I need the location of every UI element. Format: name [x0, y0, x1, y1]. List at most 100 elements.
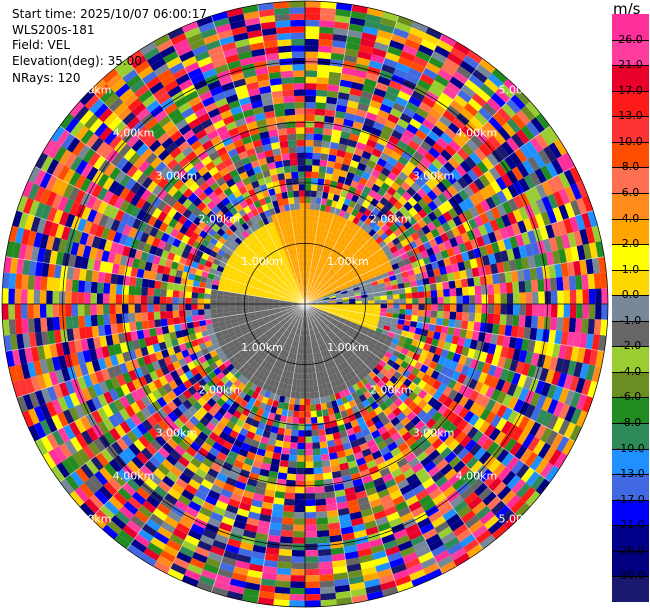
ppi-gate [468, 304, 476, 313]
ppi-gate [356, 253, 364, 261]
ppi-gate [416, 517, 432, 529]
ppi-gate [393, 124, 406, 135]
ppi-gate [364, 20, 381, 30]
ppi-gate [311, 300, 318, 303]
ppi-gate [322, 329, 328, 336]
ppi-gate [367, 532, 382, 542]
ppi-gate [313, 140, 323, 148]
ppi-gate [372, 215, 381, 225]
ppi-gate [312, 454, 322, 462]
ppi-gate [411, 315, 418, 322]
ppi-gate [473, 276, 481, 287]
ppi-gate [372, 224, 381, 233]
ppi-gate [135, 277, 143, 287]
ppi-gate [444, 468, 458, 481]
ppi-gate [379, 252, 387, 260]
ppi-gate [352, 360, 360, 368]
ppi-gate [560, 262, 569, 277]
ppi-gate [483, 121, 498, 135]
ppi-gate [430, 310, 438, 318]
ppi-gate [507, 184, 519, 198]
ppi-gate [353, 375, 361, 384]
ppi-gate [393, 299, 400, 304]
ppi-gate [491, 241, 501, 254]
ppi-gate [384, 421, 394, 432]
ppi-gate [330, 304, 337, 306]
ppi-gate [379, 291, 387, 297]
ppi-gate [319, 26, 334, 34]
ppi-gate [371, 183, 381, 193]
ppi-gate [338, 252, 345, 260]
ppi-gate [463, 209, 474, 221]
ppi-gate [302, 354, 305, 361]
ppi-gate [335, 8, 352, 18]
ppi-gate [338, 404, 346, 413]
ppi-gate [376, 341, 384, 349]
ppi-gate [376, 379, 386, 389]
ppi-gate [343, 197, 352, 206]
ppi-gate [490, 388, 502, 402]
ppi-gate [364, 433, 374, 443]
ppi-gate [568, 275, 577, 291]
ppi-gate [336, 300, 343, 303]
ppi-gate [505, 370, 516, 384]
ppi-gate [282, 511, 295, 519]
ppi-gate [336, 364, 343, 372]
ppi-gate [197, 304, 205, 310]
ppi-gate [411, 309, 419, 316]
ppi-gate [78, 280, 86, 293]
ppi-gate [421, 373, 431, 384]
ppi-gate [425, 179, 437, 190]
ppi-gate [317, 51, 332, 60]
ppi-gate [147, 295, 154, 304]
ppi-gate [391, 74, 406, 85]
ppi-gate [473, 321, 481, 332]
ppi-gate [385, 457, 397, 468]
ppi-gate [519, 448, 533, 464]
ppi-gate [338, 390, 347, 399]
ppi-gate [510, 94, 526, 110]
ppi-gate [349, 304, 356, 307]
ppi-gate [545, 430, 559, 446]
ppi-gate [116, 274, 125, 285]
ppi-gate [305, 404, 311, 412]
ppi-gate [455, 164, 467, 177]
ppi-gate [457, 419, 469, 432]
ppi-gate [103, 282, 111, 294]
ppi-gate [340, 254, 348, 262]
ppi-gate [329, 307, 337, 311]
ppi-gate [364, 374, 373, 383]
ppi-gate [558, 172, 571, 189]
ppi-gate [312, 152, 321, 160]
ppi-gate [197, 298, 205, 304]
ppi-gate [511, 113, 526, 130]
ppi-gate [311, 267, 315, 274]
ppi-gate [318, 277, 324, 284]
ppi-gate [362, 185, 372, 195]
ppi-gate [336, 384, 344, 393]
ppi-gate [305, 587, 321, 595]
ppi-gate [437, 356, 447, 366]
ppi-gate [539, 341, 549, 356]
ppi-gate [354, 168, 365, 178]
ppi-gate [436, 289, 444, 298]
ppi-gate [428, 108, 443, 121]
ppi-gate [465, 121, 480, 135]
ppi-gate [538, 304, 545, 317]
ppi-gate [312, 448, 321, 456]
ppi-gate [327, 277, 334, 283]
ppi-gate [557, 304, 564, 318]
ppi-gate [361, 351, 369, 359]
ppi-gate [471, 93, 487, 107]
ppi-gate [316, 268, 321, 276]
ppi-gate [381, 586, 399, 597]
ppi-gate [241, 304, 249, 308]
ppi-gate [453, 271, 461, 281]
ppi-gate [422, 343, 432, 352]
ppi-gate [456, 295, 463, 304]
ppi-gate [485, 209, 496, 222]
ppi-gate [15, 318, 23, 335]
ppi-gate [311, 435, 320, 443]
ppi-gate [305, 0, 321, 8]
ppi-gate [347, 348, 355, 356]
